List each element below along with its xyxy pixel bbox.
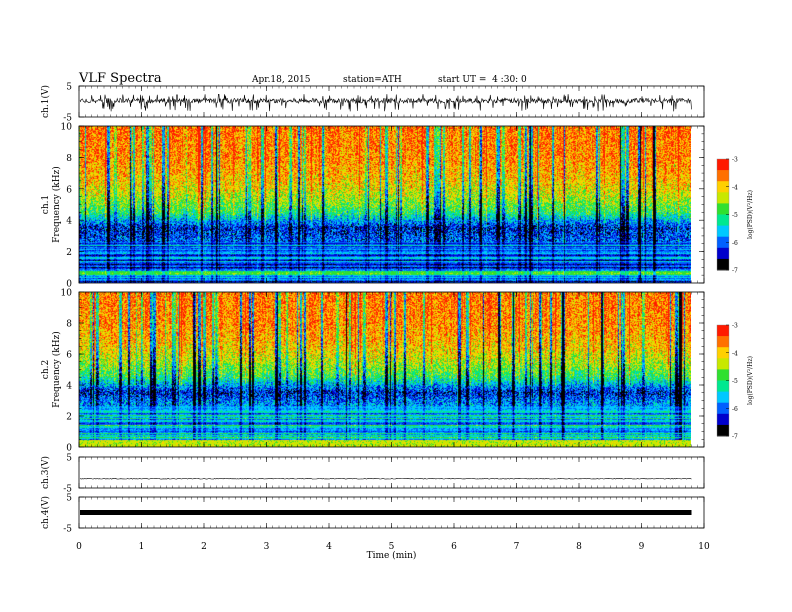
ch1-waveform-ytick-label: 5 <box>66 83 72 93</box>
ch2-colorbar-label: log(PSD)(V²/Hz) <box>747 356 754 405</box>
ch1-spectrogram-ytick-label: 0 <box>66 280 72 290</box>
x-tick-label: 9 <box>639 542 645 552</box>
ch1-spectrogram-ytick-label: 6 <box>66 185 72 195</box>
ch1-spectrogram-ytick-label: 4 <box>66 217 72 227</box>
ch1-colorbar-segment <box>717 159 729 171</box>
ch3-waveform-ylabel: ch.3(V) <box>40 456 51 489</box>
ch1-waveform-ylabel: ch.1(V) <box>40 85 51 118</box>
x-tick-label: 10 <box>698 542 710 552</box>
ch2-spectrogram-ylabel-2: Frequency (kHz) <box>51 331 62 408</box>
ch2-spectrogram-ylabel: ch.2 <box>41 360 51 379</box>
ch2-colorbar-tick-label: -6 <box>732 406 738 413</box>
ch2-colorbar-tick-label: -3 <box>732 323 738 330</box>
ch3-waveform-ytick-label: -5 <box>63 485 72 495</box>
ch4-waveform-ylabel: ch.4(V) <box>40 496 51 529</box>
ch2-spectrogram-ytick-label: 10 <box>61 289 73 299</box>
date-label: Apr.18, 2015 <box>252 75 311 85</box>
x-tick-label: 1 <box>139 542 145 552</box>
ch4-waveform-ytick-label: 5 <box>66 494 72 504</box>
ch1-spectrogram-ytick-label: 10 <box>61 123 73 133</box>
ch2-colorbar-tick-label: -4 <box>732 350 738 357</box>
ch2-colorbar-segment <box>717 347 729 359</box>
ch1-spectrogram-ylabel-2: Frequency (kHz) <box>51 166 62 243</box>
ch2-colorbar-segment <box>717 413 729 426</box>
ch1-waveform-trace <box>79 94 692 112</box>
ch1-colorbar-segment <box>717 225 729 238</box>
ch1-spectrogram-frame <box>78 125 705 284</box>
station-label: station=ATH <box>343 75 402 85</box>
ch2-colorbar-segment <box>717 358 729 370</box>
chart-title: VLF Spectra <box>79 71 162 86</box>
x-tick-label: 6 <box>451 542 457 552</box>
ch2-colorbar-segment <box>717 380 729 393</box>
ch1-colorbar-segment <box>717 247 729 260</box>
ch2-spectrogram-ytick-label: 0 <box>66 444 72 454</box>
ch1-spectrogram-ylabel: ch.1 <box>41 195 51 214</box>
ch4-waveform-ytick-label: -5 <box>63 525 72 535</box>
ch1-colorbar-label: log(PSD)(V²/Hz) <box>747 190 754 239</box>
ch1-colorbar-segment <box>717 236 729 249</box>
x-tick-label: 4 <box>326 542 332 552</box>
ch2-spectrogram-frame <box>78 291 705 448</box>
start-time-label: start UT = 4 :30: 0 <box>438 75 527 85</box>
x-axis-label: Time (min) <box>367 550 417 561</box>
ch1-spectrogram-heatmap <box>79 126 691 283</box>
ch2-colorbar-segment <box>717 369 729 381</box>
ch1-spectrogram-ytick-label: 2 <box>66 248 72 258</box>
ch2-colorbar-segment <box>717 402 729 415</box>
ch2-spectrogram-ytick-label: 4 <box>66 382 72 392</box>
ch2-colorbar-segment <box>717 325 729 337</box>
ch1-colorbar-segment <box>717 181 729 193</box>
ch2-colorbar-segment <box>717 391 729 404</box>
ch3-waveform-ytick-label: 5 <box>66 454 72 464</box>
ch2-spectrogram-ytick-label: 2 <box>66 413 72 423</box>
ch3-waveform-trace <box>79 477 692 480</box>
ch1-colorbar-segment <box>717 170 729 182</box>
ch2-colorbar-tick-label: -7 <box>732 434 738 441</box>
ch1-waveform-ytick-label: -5 <box>63 114 72 124</box>
ch1-spectrogram-ytick-label: 8 <box>66 154 72 164</box>
ch2-spectrogram-ytick-label: 8 <box>66 320 72 330</box>
x-tick-label: 5 <box>389 542 395 552</box>
ch1-colorbar-segment <box>717 192 729 204</box>
ch1-colorbar-segment <box>717 203 729 215</box>
x-tick-label: 8 <box>576 542 582 552</box>
x-tick-label: 3 <box>264 542 270 552</box>
ch1-colorbar-tick-label: -7 <box>732 268 738 275</box>
ch2-colorbar-segment <box>717 424 729 437</box>
ch1-colorbar-tick-label: -6 <box>732 240 738 247</box>
ch2-colorbar-segment <box>717 336 729 348</box>
ch1-colorbar-tick-label: -4 <box>732 184 738 191</box>
x-tick-label: 0 <box>76 542 82 552</box>
ch1-colorbar-segment <box>717 258 729 271</box>
ch4-waveform-trace <box>80 510 692 515</box>
ch1-colorbar-tick-label: -5 <box>732 212 738 219</box>
ch2-colorbar-tick-label: -5 <box>732 378 738 385</box>
ch1-colorbar-segment <box>717 214 729 227</box>
x-tick-label: 2 <box>201 542 207 552</box>
ch2-spectrogram-heatmap <box>79 292 691 447</box>
ch1-colorbar-tick-label: -3 <box>732 157 738 164</box>
x-tick-label: 7 <box>514 542 520 552</box>
ch2-spectrogram-ytick-label: 6 <box>66 351 72 361</box>
